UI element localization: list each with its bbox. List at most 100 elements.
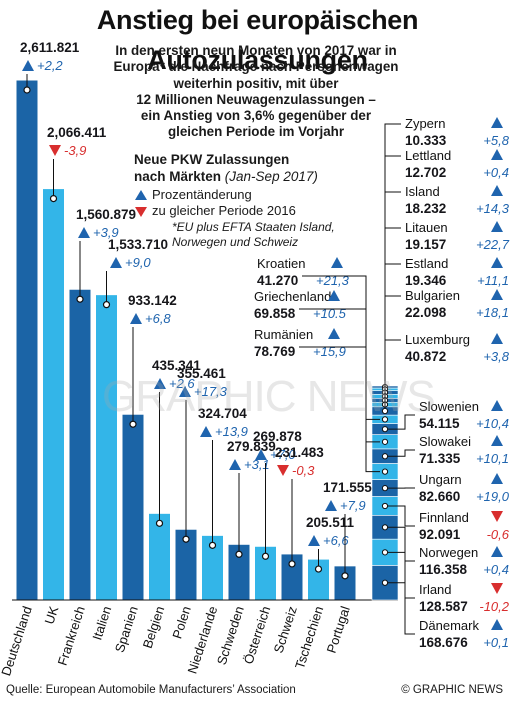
stack-change-Ungarn: +19,0 — [476, 489, 510, 504]
stack-change-Island: +14,3 — [476, 201, 510, 216]
stack-change-Litauen: +22,7 — [476, 237, 510, 252]
stack-arrow-icon-Luxemburg — [491, 333, 503, 344]
change-UK-arrow-icon — [49, 145, 61, 156]
stack-arrow-icon-Slowakei — [491, 435, 503, 446]
stack-name-Norwegen: Norwegen — [419, 545, 478, 560]
category-label-Schweiz: Schweiz — [271, 604, 300, 655]
stack-arrow-icon-Bulgarien — [491, 289, 503, 300]
stack-value-Dänemark: 168.676 — [419, 635, 468, 650]
stack-name-Ungarn: Ungarn — [419, 472, 462, 487]
value-label-Polen: 355.461 — [177, 366, 226, 381]
value-label-Österreich: 269.878 — [253, 429, 302, 444]
watermark: GRAPHIC NEWS — [102, 372, 436, 421]
legend-title-line: nach Märkten — [134, 169, 222, 184]
change-Portugal-arrow-icon — [325, 500, 337, 511]
intro-line: In den ersten neun Monaten von 2017 war … — [115, 43, 397, 58]
category-label-UK: UK — [42, 604, 62, 626]
change-Österreich-arrow-icon — [255, 449, 267, 460]
stack-leader-dot — [381, 502, 389, 510]
stack-leader-dot — [381, 407, 389, 415]
leader-dot — [314, 565, 323, 573]
stack-change-Finnland: -0,6 — [487, 527, 510, 542]
change-Deutschland-change: +2,2 — [37, 58, 63, 73]
change-Schweden-change: +3,1 — [244, 457, 270, 472]
stack-leader-dot — [381, 438, 389, 445]
category-label-Polen: Polen — [169, 604, 194, 640]
stack-value-Island: 18.232 — [405, 201, 446, 216]
leader-dot — [288, 560, 296, 568]
stack-value-Estland: 19.346 — [405, 273, 447, 288]
legend-up-icon — [135, 190, 147, 200]
stack-name-Bulgarien: Bulgarien — [405, 288, 460, 303]
bar-Frankreich — [68, 288, 92, 601]
stack-value-Luxemburg: 40.872 — [405, 349, 446, 364]
stack-leader-line — [299, 346, 380, 473]
value-label-Tschechien: 205.511 — [306, 515, 355, 530]
stack-name-Island: Island — [405, 184, 440, 199]
change-Niederlande-change: +13,9 — [215, 424, 248, 439]
legend-note-line: *EU plus EFTA Staaten Island, — [172, 220, 335, 234]
stack-leader-dot — [381, 416, 389, 423]
stack-value-Ungarn: 82.660 — [419, 489, 460, 504]
change-Österreich-change: +7,0 — [270, 447, 296, 462]
stack-name-Irland: Irland — [419, 582, 452, 597]
stack-name-Zypern: Zypern — [405, 116, 445, 131]
stack-value-Rumänien: 78.769 — [254, 344, 295, 359]
category-label-Belgien: Belgien — [140, 604, 168, 650]
stack-value-Norwegen: 116.358 — [419, 562, 468, 577]
legend-title-line: Neue PKW Zulassungen — [134, 152, 290, 167]
stack-change-Dänemark: +0,1 — [483, 635, 509, 650]
legend-title: Neue PKW Zulassungen nach Märkten (Jan-S… — [134, 151, 374, 185]
stack-value-Lettland: 12.702 — [405, 165, 446, 180]
stack-arrow-icon-Zypern — [491, 117, 503, 128]
value-label-Italien: 1,533.710 — [108, 237, 168, 252]
leader-dot — [182, 535, 190, 543]
category-label-Spanien: Spanien — [112, 604, 141, 654]
stack-value-Bulgarien: 22.098 — [405, 305, 447, 320]
stack-name-Dänemark: Dänemark — [419, 618, 479, 633]
stack-leader-dot — [381, 468, 389, 475]
stack-leader-line — [385, 505, 415, 527]
legend-note-line: Norwegen und Schweiz — [172, 234, 299, 249]
stack-arrow-icon-Norwegen — [491, 546, 503, 557]
category-label-Österreich: Österreich — [241, 604, 274, 666]
stack-arrow-icon-Litauen — [491, 221, 503, 232]
stack-value-Zypern: 10.333 — [405, 133, 447, 148]
intro-line: weiterhin positiv, mit über — [173, 75, 339, 91]
chart-title: Anstieg bei europäischen Autozulassungen — [96, 5, 419, 75]
stack-value-Irland: 128.587 — [419, 599, 468, 614]
value-label-Spanien: 933.142 — [128, 293, 177, 308]
stack-leader-dot — [381, 485, 389, 492]
leader-dot — [208, 541, 217, 549]
stack-leader-line — [384, 155, 401, 390]
stack-arrow-icon-Lettland — [491, 149, 503, 160]
stack-leader-line — [385, 551, 415, 599]
change-Portugal-change: +7,9 — [340, 498, 366, 513]
change-Schweiz-arrow-icon — [277, 465, 289, 476]
change-Belgien-arrow-icon — [154, 378, 166, 389]
stack-arrow-icon-Rumänien — [328, 328, 340, 339]
leader-dot — [341, 572, 349, 580]
leader-dot — [261, 552, 270, 560]
stack-value-Kroatien: 41.270 — [257, 273, 298, 288]
value-label-Portugal: 171.555 — [323, 480, 372, 495]
legend-icons — [135, 190, 147, 217]
category-label-Deutschland: Deutschland — [0, 604, 35, 677]
stack-value-Slowenien: 54.115 — [419, 416, 460, 431]
stack-value-Slowakei: 71.335 — [419, 451, 461, 466]
leader-dot — [155, 519, 164, 527]
category-label-Italien: Italien — [89, 604, 114, 642]
credit: © GRAPHIC NEWS — [401, 684, 503, 696]
value-label-Schweden: 279.839 — [227, 439, 276, 454]
stack-value-Litauen: 19.157 — [405, 237, 446, 252]
category-label-Portugal: Portugal — [324, 604, 353, 655]
stack-leader-dot — [381, 579, 389, 586]
stack-arrow-icon-Kroatien — [331, 257, 343, 268]
value-label-Frankreich: 1,560.879 — [76, 207, 136, 222]
stack-arrow-icon-Dänemark — [491, 619, 503, 630]
leader-dot — [129, 420, 137, 428]
intro-line: 12 Millionen Neuwagenzulassungen – — [136, 91, 376, 107]
leader-dot — [49, 194, 58, 203]
stack-name-Kroatien: Kroatien — [257, 256, 305, 271]
